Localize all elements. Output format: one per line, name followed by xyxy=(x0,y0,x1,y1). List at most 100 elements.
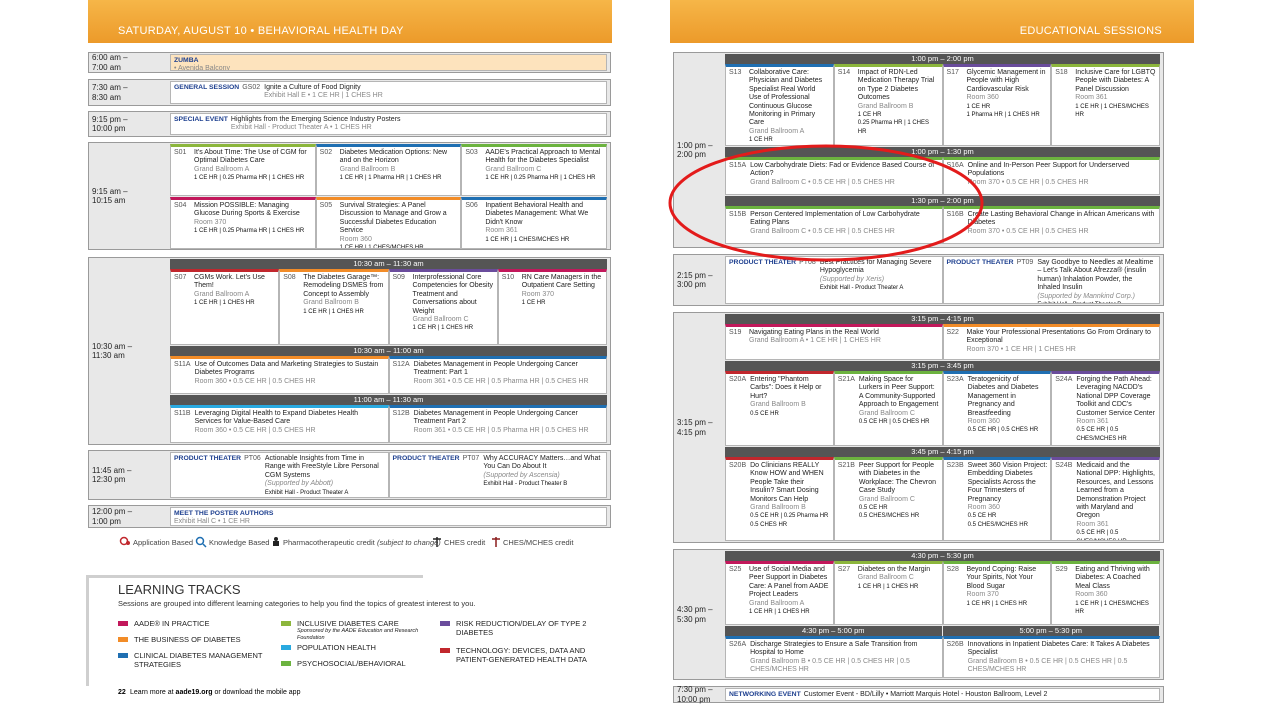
time-label: 9:15 am –10:15 am xyxy=(92,187,128,206)
session-title: Use of Social Media and Peer Support in … xyxy=(749,566,829,599)
section-heading: 11:00 am – 11:30 am xyxy=(170,395,607,405)
session-location: Grand Ballroom A xyxy=(194,290,250,298)
cell-lead: S10 xyxy=(502,274,522,342)
session-title: Diabetes Management in People Undergoing… xyxy=(413,410,578,426)
session-cell: S08 The Diabetes Garage™: Remodeling DSME… xyxy=(279,269,389,345)
session-cell: S11B Leveraging Digital Health to Expand … xyxy=(170,405,389,443)
session-cell: S27 Diabetes on the Margin Grand Ballroom … xyxy=(833,561,943,625)
session-title: Highlights from the Emerging Science Ind… xyxy=(230,116,401,123)
session-title: Say Goodbye to Needles at Mealtime – Let… xyxy=(1037,259,1154,292)
legend-label: Application Based xyxy=(133,538,194,547)
session-code: S11A xyxy=(174,361,191,368)
session-title: Innovations in Inpatient Diabetes Care: … xyxy=(967,641,1150,657)
event-label: PRODUCT THEATER xyxy=(174,455,242,462)
session-title: Why ACCURACY Matters…and What You Can Do… xyxy=(483,455,601,471)
cell-body: Inclusive Care for LGBTQ People with Dia… xyxy=(1075,69,1156,143)
cell-lead: S12A xyxy=(393,361,414,391)
cell-lead: S15A xyxy=(729,162,750,192)
session-title: Sweet 360 Vision Project: Embedding Diab… xyxy=(967,462,1048,503)
session-code: S23B xyxy=(946,462,964,469)
session-title: Entering "Phantom Carbs": Does it Help o… xyxy=(750,376,822,400)
session-credits: 1 CE HR xyxy=(749,137,773,144)
session-cell: PRODUCT THEATER PT08 Best Practices for Ma… xyxy=(725,256,943,304)
cell-lead: S20B xyxy=(729,462,750,538)
cell-lead: S11B xyxy=(174,410,195,440)
track-name: INCLUSIVE DIABETES CARE xyxy=(297,619,399,628)
session-location: Room 361 xyxy=(1076,418,1109,426)
time-label: 7:30 am –8:30 am xyxy=(92,83,128,102)
session-location: Grand Ballroom C xyxy=(858,409,915,417)
session-location: Room 360 xyxy=(1075,591,1108,599)
session-code: S16B xyxy=(946,211,964,218)
pharma-icon xyxy=(273,537,279,546)
session-cell: S23A Teratogenicity of Diabetes and Diabe… xyxy=(942,371,1052,446)
section-heading: 3:15 pm – 4:15 pm xyxy=(725,314,1160,324)
cell-lead: S03 xyxy=(465,149,485,193)
time-label: 4:30 pm –5:30 pm xyxy=(677,605,713,624)
time-line: 5:30 pm xyxy=(677,614,706,624)
session-credits: 0.5 CE HR xyxy=(750,410,779,417)
cell-lead: S01 xyxy=(174,149,194,193)
section-heading: 3:45 pm – 4:15 pm xyxy=(725,447,1160,457)
session-code: S22 xyxy=(946,329,959,336)
session-title: Diabetes Management in People Undergoing… xyxy=(413,361,578,377)
session-cell: S17 Glycemic Management in People with Hi… xyxy=(942,64,1052,146)
session-location: Room 361 • 0.5 CE HR | 0.5 Pharma HR | 0… xyxy=(413,426,589,434)
session-credits: 0.5 CE HR | 0.5 CHES/MCHES HR xyxy=(1076,530,1126,540)
session-code: PT08 xyxy=(799,259,816,266)
session-code: S15B xyxy=(729,211,747,218)
session-title: Leveraging Digital Health to Expand Diab… xyxy=(194,410,359,426)
session-title: Eating and Thriving with Diabetes: A Coa… xyxy=(1075,566,1150,590)
track-item: INCLUSIVE DIABETES CARE Sponsored by the … xyxy=(297,619,447,642)
session-location: Exhibit Hall C • 1 CE HR xyxy=(174,518,250,526)
session-title: Impact of RDN-Led Medication Therapy Tri… xyxy=(857,69,935,102)
time-line: 2:15 pm – xyxy=(677,270,713,280)
time-line: 7:30 am – xyxy=(92,83,128,92)
session-location: Room 370 • 0.5 CE HR | 0.5 CHES HR xyxy=(967,227,1089,235)
session-location: Grand Ballroom C xyxy=(858,495,915,503)
session-cell: PRODUCT THEATER PT07 Why ACCURACY Matters…… xyxy=(388,452,607,498)
cell-lead: S16A xyxy=(947,162,968,192)
session-credits: 1 CE HR | 1 CHES HR xyxy=(857,583,919,590)
session-credits: 1 CE HR | 1 CHES/MCHES HR xyxy=(485,236,570,243)
session-cell: S01 It's About TIme: The Use of CGM for O… xyxy=(170,144,316,196)
session-code: S17 xyxy=(946,69,959,76)
footer-text: Learn more at aade19.org or download the… xyxy=(130,689,300,696)
session-code: S04 xyxy=(174,202,187,209)
session-cell: S21A Making Space for Lurkers in Peer Sup… xyxy=(833,371,943,446)
cell-lead: S19 xyxy=(729,329,749,357)
session-location: (Supported by Xeris) xyxy=(819,275,885,283)
cell-lead: S20A xyxy=(729,376,750,443)
cell-lead: S02 xyxy=(320,149,340,193)
cell-body: Entering "Phantom Carbs": Does it Help o… xyxy=(750,376,830,443)
session-title: Teratogenicity of Diabetes and Diabetes … xyxy=(967,376,1039,417)
session-title: It's About TIme: The Use of CGM for Opti… xyxy=(194,149,307,165)
footer-prefix: Learn more at xyxy=(130,689,174,696)
cell-body: Innovations in Inpatient Diabetes Care: … xyxy=(968,641,1156,675)
cell-lead: S25 xyxy=(729,566,749,622)
cell-lead: S15B xyxy=(729,211,750,241)
session-title: RN Care Managers in the Outpatient Care … xyxy=(521,274,602,290)
time-label: 7:30 pm –10:00 pm xyxy=(677,685,713,704)
session-credits: 0.5 CHES/MCHES HR xyxy=(858,513,920,520)
session-credits: 1 CE HR | 0.25 Pharma HR | 1 CHES HR xyxy=(485,175,596,182)
session-credits: Exhibit Hall - Product Theater A xyxy=(264,489,349,496)
session-credits: Exhibit Hall - Product Theater B xyxy=(1037,301,1156,303)
section-heading: 1:00 pm – 1:30 pm xyxy=(725,147,1160,157)
session-location: Room 360 xyxy=(967,418,1000,426)
time-line: 7:30 pm – xyxy=(677,685,713,694)
session-cell: S18 Inclusive Care for LGBTQ People with … xyxy=(1051,64,1160,146)
session-code: S03 xyxy=(465,149,478,156)
session-cell: S15B Person Centered Implementation of Lo… xyxy=(725,206,943,244)
session-code: GS02 xyxy=(242,84,261,91)
legend-label: CHES/MCHES credit xyxy=(503,538,574,547)
time-line: 11:45 am – xyxy=(92,465,132,475)
cell-body: Beyond Coping: Raise Your Spirits, Not Y… xyxy=(967,566,1048,622)
session-location: Room 370 xyxy=(521,290,555,298)
session-title: Peer Support for People with Diabetes in… xyxy=(858,462,937,495)
session-credits: 1 CE HR | 1 CHES HR xyxy=(194,300,255,307)
cell-lead: S07 xyxy=(174,274,194,342)
cell-body: Diabetes Management in People Undergoing… xyxy=(414,410,603,440)
session-code: S14 xyxy=(837,69,851,76)
time-line: 11:30 am xyxy=(92,351,125,360)
